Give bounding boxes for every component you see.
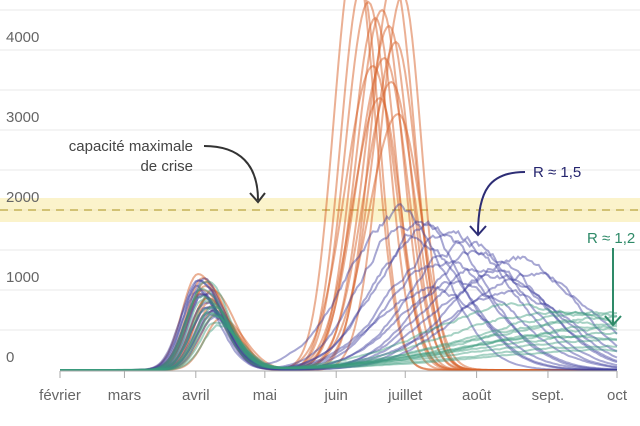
series-line-orange [60,0,617,371]
r12-label: R ≈ 1,2 [587,230,635,247]
series-line-blue [60,239,618,371]
series-line-blue [60,255,618,371]
series-line-green [60,280,618,371]
series-line-green [60,311,618,371]
series-line-green [60,324,618,371]
x-tick-label: février [39,387,81,404]
y-tick-label: 1000 [6,269,39,286]
series-line-blue [60,273,618,371]
series-line-blue [60,277,618,371]
series-line-blue [60,236,617,371]
series-line-green [60,306,618,371]
x-tick-label: sept. [532,387,565,404]
x-tick-label: mai [253,387,277,404]
series-lines [60,0,618,371]
x-tick-label: août [462,387,492,404]
series-line-green [60,299,617,371]
series-line-blue [60,229,618,371]
series-line-green [60,321,618,371]
series-line-green [60,314,618,371]
series-line-blue [60,220,618,371]
series-line-blue [60,280,618,371]
threshold-label-1: capacité maximale [69,138,193,155]
threshold-band [0,198,640,222]
x-tick-label: avril [182,387,210,404]
series-line-blue [60,267,618,371]
y-tick-label: 0 [6,349,14,366]
series-line-blue [60,271,618,371]
x-tick-label: mars [108,387,141,404]
series-line-green [60,294,618,371]
series-line-blue [60,249,618,371]
series-line-blue [60,220,617,371]
y-tick-label: 4000 [6,29,39,46]
x-tick-label: juin [324,387,348,404]
r12-arrow [604,248,622,327]
series-line-green [60,305,618,371]
threshold-label-2: de crise [140,158,193,175]
x-tick-label: juillet [387,387,423,404]
y-tick-label: 2000 [6,189,39,206]
threshold-arrow [203,145,266,204]
series-line-green [60,295,618,371]
series-line-green [60,287,618,371]
r15-label: R ≈ 1,5 [533,164,581,181]
r15-arrow [469,171,526,237]
series-line-blue [60,288,618,371]
series-line-blue [60,259,618,371]
series-line-green [60,312,618,371]
series-line-blue [60,202,617,371]
x-tick-label: oct [607,387,628,404]
y-tick-label: 3000 [6,109,39,126]
